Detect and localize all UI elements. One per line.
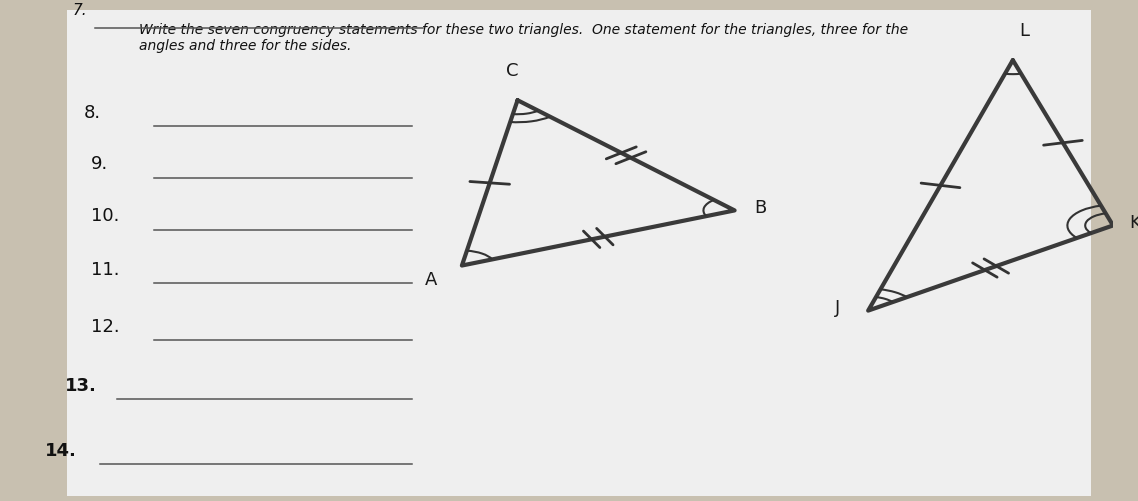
Text: A: A xyxy=(424,271,437,289)
Text: 8.: 8. xyxy=(83,104,100,122)
Text: C: C xyxy=(505,62,518,80)
Text: K: K xyxy=(1130,214,1138,232)
Text: 9.: 9. xyxy=(91,155,108,173)
Text: L: L xyxy=(1019,22,1029,40)
Text: 7.: 7. xyxy=(73,3,86,18)
Text: Write the seven congruency statements for these two triangles.  One statement fo: Write the seven congruency statements fo… xyxy=(139,23,908,53)
Text: J: J xyxy=(835,299,840,317)
Text: B: B xyxy=(754,199,767,217)
Text: 12.: 12. xyxy=(91,318,119,336)
Text: 14.: 14. xyxy=(44,442,76,460)
Text: 13.: 13. xyxy=(65,377,97,395)
Text: 10.: 10. xyxy=(91,207,119,225)
Text: 11.: 11. xyxy=(91,261,119,279)
FancyBboxPatch shape xyxy=(67,10,1090,496)
